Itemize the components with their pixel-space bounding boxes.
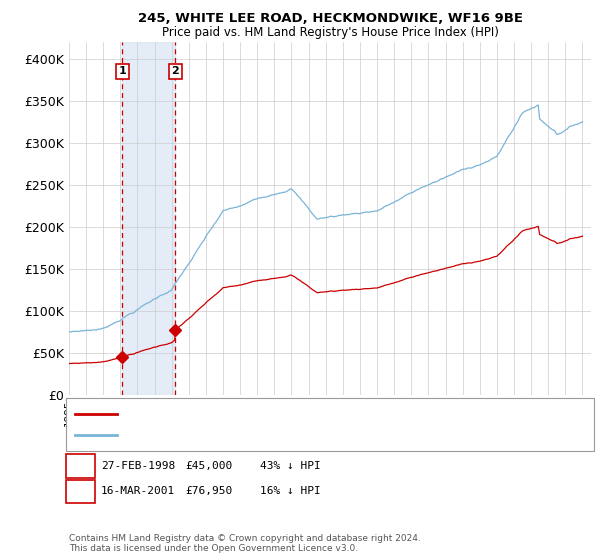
Text: 1: 1 [76, 460, 85, 473]
Text: Price paid vs. HM Land Registry's House Price Index (HPI): Price paid vs. HM Land Registry's House … [161, 26, 499, 39]
Text: 27-FEB-1998: 27-FEB-1998 [101, 461, 175, 471]
Text: 1: 1 [119, 67, 126, 76]
Bar [122, 42, 175, 395]
Text: 43% ↓ HPI: 43% ↓ HPI [260, 461, 320, 471]
Text: Contains HM Land Registry data © Crown copyright and database right 2024.
This d: Contains HM Land Registry data © Crown c… [69, 534, 421, 553]
Text: 16% ↓ HPI: 16% ↓ HPI [260, 487, 320, 496]
Text: £76,950: £76,950 [185, 487, 232, 496]
Text: 16-MAR-2001: 16-MAR-2001 [101, 487, 175, 496]
Text: 2: 2 [172, 67, 179, 76]
Text: 245, WHITE LEE ROAD, HECKMONDWIKE, WF16 9BE (detached house): 245, WHITE LEE ROAD, HECKMONDWIKE, WF16 … [126, 409, 491, 419]
Text: £45,000: £45,000 [185, 461, 232, 471]
Text: HPI: Average price, detached house, Kirklees: HPI: Average price, detached house, Kirk… [126, 430, 361, 440]
Text: 2: 2 [76, 485, 85, 498]
Text: 245, WHITE LEE ROAD, HECKMONDWIKE, WF16 9BE: 245, WHITE LEE ROAD, HECKMONDWIKE, WF16 … [137, 12, 523, 25]
